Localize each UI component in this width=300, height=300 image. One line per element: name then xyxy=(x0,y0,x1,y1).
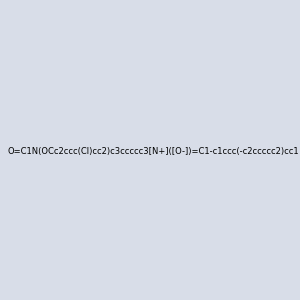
Text: O=C1N(OCc2ccc(Cl)cc2)c3ccccc3[N+]([O-])=C1-c1ccc(-c2ccccc2)cc1: O=C1N(OCc2ccc(Cl)cc2)c3ccccc3[N+]([O-])=… xyxy=(8,147,300,156)
